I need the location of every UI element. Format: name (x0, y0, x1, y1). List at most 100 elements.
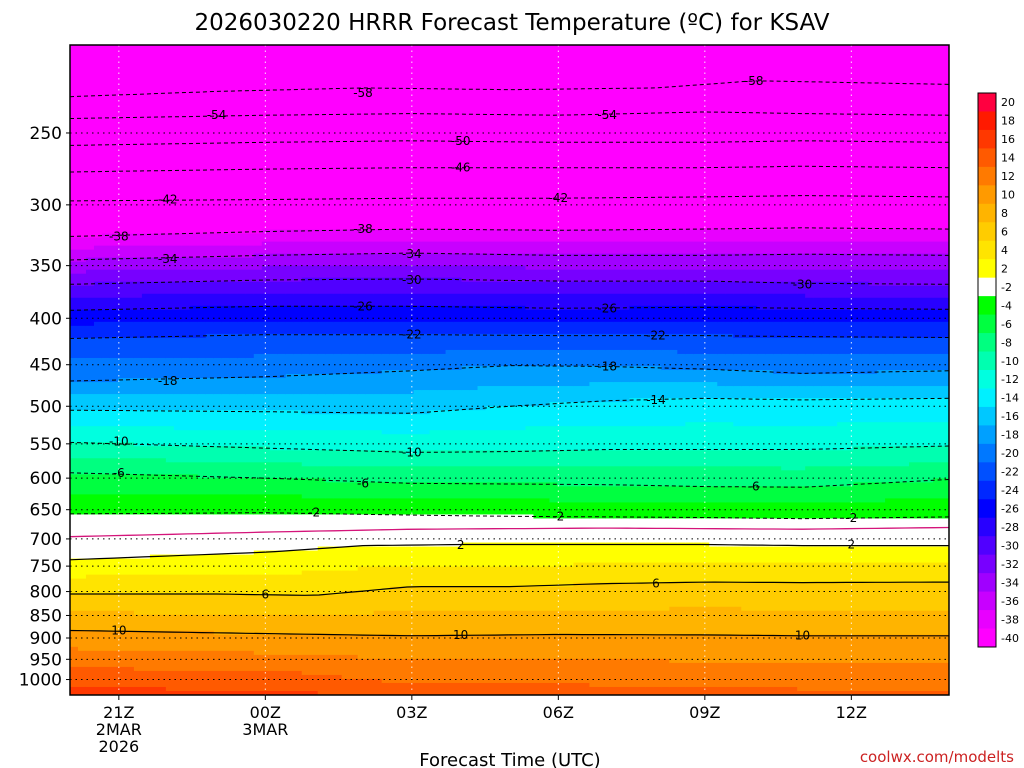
band-cell (725, 269, 734, 283)
band-cell (117, 410, 127, 427)
band-cell (173, 594, 183, 616)
band-cell (357, 333, 367, 355)
band-cell (685, 634, 694, 664)
colorbar-swatch (978, 203, 996, 223)
band-cell (77, 325, 87, 339)
band-cell (525, 542, 535, 568)
band-cell (837, 281, 846, 299)
band-cell (765, 686, 774, 695)
band-cell (205, 462, 215, 479)
band-cell (333, 321, 343, 335)
band-cell (341, 265, 351, 279)
band-cell (773, 450, 782, 467)
band-cell (253, 378, 263, 395)
band-cell (85, 630, 95, 652)
band-cell (173, 337, 183, 359)
band-cell (501, 450, 511, 467)
credit-link[interactable]: coolwx.com/modelts (860, 748, 1014, 766)
band-cell (189, 233, 199, 247)
band-cell (893, 386, 902, 399)
band-cell (829, 546, 838, 564)
band-cell (189, 630, 199, 652)
band-cell (709, 293, 718, 307)
band-cell (101, 574, 111, 596)
band-cell (213, 410, 223, 431)
band-cell (933, 478, 942, 499)
band-cell (285, 634, 295, 656)
band-cell (469, 450, 479, 467)
band-cell (85, 426, 95, 443)
colorbar-tick-label: -2 (1001, 281, 1012, 294)
band-cell (741, 398, 750, 427)
band-cell (837, 562, 846, 584)
band-cell (677, 45, 686, 231)
band-cell (773, 281, 782, 295)
band-cell (477, 682, 487, 695)
band-cell (133, 594, 143, 616)
band-cell (317, 374, 327, 395)
band-cell (485, 682, 495, 695)
band-cell (573, 269, 583, 283)
band-cell (157, 686, 167, 695)
band-cell (261, 378, 271, 395)
band-cell (349, 498, 359, 516)
band-cell (293, 550, 303, 576)
colorbar-tick-label: -28 (1001, 521, 1019, 534)
band-cell (293, 265, 303, 283)
band-cell (365, 45, 375, 231)
band-cell (797, 662, 806, 692)
band-cell (309, 229, 319, 243)
band-cell (221, 446, 231, 463)
band-cell (917, 370, 926, 387)
band-cell (685, 502, 694, 520)
band-cell (733, 321, 742, 339)
band-cell (557, 333, 567, 351)
band-cell (173, 281, 183, 295)
band-cell (253, 594, 263, 616)
band-cell (357, 498, 367, 516)
band-cell (877, 398, 886, 423)
band-cell (133, 574, 143, 596)
band-cell (421, 586, 431, 612)
band-cell (637, 518, 646, 544)
band-cell (533, 309, 543, 323)
band-cell (821, 269, 830, 283)
band-cell (853, 297, 862, 311)
band-cell (909, 662, 918, 692)
band-cell (533, 365, 543, 387)
band-cell (125, 378, 135, 395)
band-cell (893, 45, 902, 231)
band-cell (653, 365, 662, 383)
band-cell (533, 229, 543, 243)
band-cell (877, 690, 886, 695)
band-cell (621, 518, 630, 544)
band-cell (341, 229, 351, 243)
contour-label: -14 (646, 393, 666, 407)
band-cell (749, 562, 758, 584)
band-cell (829, 486, 838, 504)
contour-label: -10 (109, 435, 129, 449)
band-cell (845, 450, 854, 467)
band-cell (269, 430, 279, 451)
band-cell (70, 285, 79, 299)
band-cell (605, 229, 614, 243)
band-cell (141, 337, 151, 359)
band-cell (70, 666, 79, 688)
band-cell (445, 253, 455, 267)
band-cell (845, 466, 854, 487)
band-cell (109, 442, 119, 459)
band-cell (557, 293, 567, 311)
band-cell (557, 309, 567, 323)
band-cell (813, 518, 822, 548)
band-cell (85, 410, 95, 427)
band-cell (157, 245, 167, 259)
band-cell (741, 293, 750, 307)
band-cell (549, 634, 559, 660)
band-cell (421, 566, 431, 588)
band-cell (293, 281, 303, 295)
band-cell (621, 281, 630, 295)
band-cell (237, 690, 247, 695)
band-cell (189, 430, 199, 447)
band-cell (301, 374, 311, 395)
band-cell (149, 357, 159, 379)
